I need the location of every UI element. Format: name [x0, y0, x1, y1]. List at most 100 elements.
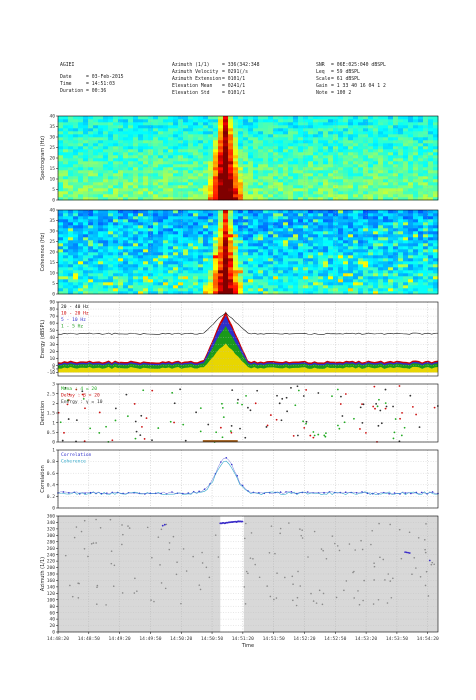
heatmap-cell [263, 149, 269, 153]
heatmap-cell [173, 231, 179, 235]
detection-point [249, 409, 252, 412]
heatmap-cell [398, 225, 404, 229]
heatmap-cell [98, 194, 104, 198]
heatmap-cell [253, 249, 259, 253]
heatmap-cell [373, 213, 379, 217]
heatmap-cell [273, 258, 279, 262]
y-tick-label: 20 [49, 156, 55, 162]
heatmap-cell [183, 234, 189, 238]
heatmap-cell [118, 264, 124, 268]
heatmap-cell [383, 237, 389, 241]
heatmap-cell [308, 182, 314, 186]
heatmap-cell [328, 255, 334, 259]
heatmap-cell [248, 140, 254, 144]
heatmap-cell [348, 140, 354, 144]
azimuth-point [99, 527, 102, 529]
heatmap-cell [158, 191, 164, 195]
heatmap-cell [133, 137, 139, 141]
heatmap-cell [218, 149, 224, 153]
heatmap-cell [198, 185, 204, 189]
heatmap-cell [183, 197, 189, 201]
heatmap-cell [303, 267, 309, 271]
heatmap-cell [288, 197, 294, 201]
heatmap-cell [58, 288, 64, 292]
heatmap-cell [153, 182, 159, 186]
heatmap-cell [328, 261, 334, 265]
heatmap-cell [78, 191, 84, 195]
heatmap-cell [283, 185, 289, 189]
heatmap-cell [368, 122, 374, 126]
heatmap-cell [368, 222, 374, 226]
heatmap-cell [343, 152, 349, 156]
heatmap-cell [373, 249, 379, 253]
heatmap-cell [303, 164, 309, 168]
heatmap-cell [78, 252, 84, 256]
heatmap-cell [83, 267, 89, 271]
heatmap-cell [428, 288, 434, 292]
heatmap-cell [303, 188, 309, 192]
heatmap-cell [208, 225, 214, 229]
heatmap-cell [118, 225, 124, 229]
heatmap-cell [348, 288, 354, 292]
heatmap-cell [133, 173, 139, 177]
heatmap-cell [153, 191, 159, 195]
heatmap-cell [158, 134, 164, 138]
heatmap-cell [138, 210, 144, 214]
heatmap-cell [178, 219, 184, 223]
heatmap-cell [238, 122, 244, 126]
heatmap-cell [78, 164, 84, 168]
heatmap-cell [373, 167, 379, 171]
heatmap-cell [78, 255, 84, 259]
heatmap-cell [428, 216, 434, 220]
heatmap-cell [213, 246, 219, 250]
heatmap-cell [403, 240, 409, 244]
heatmap-cell [383, 228, 389, 232]
heatmap-cell [408, 176, 414, 180]
heatmap-cell [233, 228, 239, 232]
heatmap-cell [428, 176, 434, 180]
heatmap-cell [348, 243, 354, 247]
heatmap-cell [63, 116, 69, 120]
detection-point [84, 407, 86, 410]
detection-point [398, 385, 401, 387]
heatmap-cell [138, 234, 144, 238]
heatmap-cell [298, 152, 304, 156]
heatmap-cell [333, 243, 339, 247]
heatmap-cell [123, 131, 129, 135]
heatmap-cell [58, 210, 64, 214]
heatmap-cell [398, 140, 404, 144]
heatmap-cell [253, 279, 259, 283]
heatmap-cell [133, 219, 139, 223]
heatmap-cell [208, 267, 214, 271]
heatmap-cell [373, 146, 379, 150]
heatmap-cell [263, 249, 269, 253]
heatmap-cell [363, 288, 369, 292]
heatmap-cell [413, 288, 419, 292]
heatmap-cell [163, 134, 169, 138]
y-tick-label: 180 [47, 572, 56, 578]
heatmap-cell [118, 246, 124, 250]
heatmap-cell [288, 167, 294, 171]
heatmap-cell [373, 243, 379, 247]
heatmap-cell [168, 279, 174, 283]
heatmap-cell [298, 194, 304, 198]
heatmap-cell [333, 237, 339, 241]
heatmap-cell [198, 122, 204, 126]
heatmap-cell [348, 167, 354, 171]
heatmap-cell [208, 125, 214, 129]
heatmap-cell [203, 213, 209, 217]
heatmap-cell [393, 255, 399, 259]
heatmap-cell [288, 182, 294, 186]
heatmap-cell [153, 143, 159, 147]
azimuth-point [325, 557, 328, 560]
heatmap-cell [188, 282, 194, 286]
heatmap-cell [163, 216, 169, 220]
legend-entry: 20 - 40 Hz [61, 304, 89, 310]
heatmap-cell [68, 182, 74, 186]
heatmap-cell [338, 231, 344, 235]
header-right-label: Note [316, 91, 328, 96]
heatmap-cell [93, 131, 99, 135]
heatmap-cell [148, 170, 154, 174]
heatmap-cell [238, 279, 244, 283]
heatmap-cell [143, 222, 149, 226]
